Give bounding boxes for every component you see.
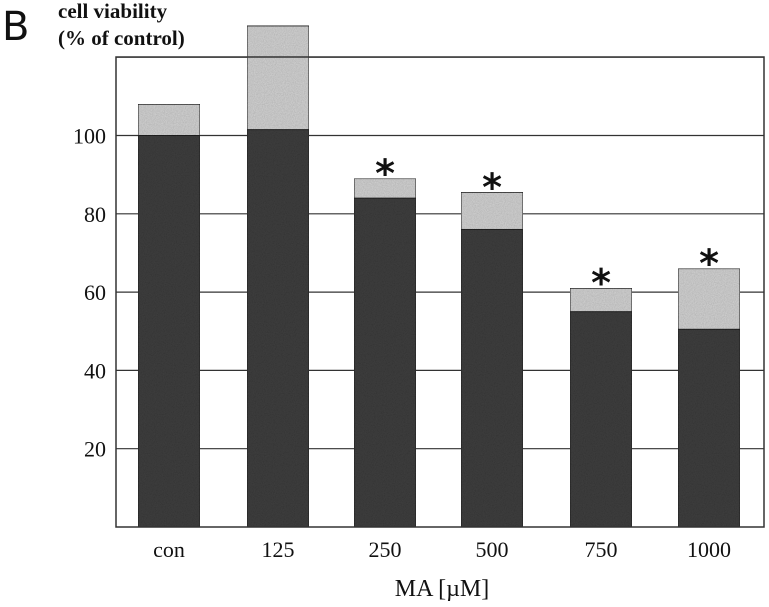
bars	[137, 25, 741, 528]
x-tick-label: con	[153, 537, 185, 562]
y-tick-label: 100	[73, 124, 106, 149]
significance-markers: * * * *	[375, 152, 719, 306]
x-axis-ticks: con 125 250 500 750 1000	[153, 537, 731, 562]
x-tick-label: 750	[585, 537, 618, 562]
x-tick-label: 1000	[687, 537, 731, 562]
bar-lower-segment	[246, 129, 310, 528]
plot-frame	[115, 56, 765, 528]
x-tick-label: 125	[262, 537, 295, 562]
bar-upper-segment	[246, 25, 310, 131]
y-axis-label-line-1: cell viability	[58, 0, 168, 23]
gridlines	[116, 56, 764, 450]
bar-upper-segment	[569, 287, 633, 313]
significance-star: *	[482, 165, 502, 209]
y-tick-label: 60	[84, 280, 106, 305]
y-tick-label: 40	[84, 358, 106, 383]
x-tick-label: 250	[369, 537, 402, 562]
bar-upper-segment	[677, 268, 741, 330]
y-axis-ticks: 20 40 60 80 100	[73, 124, 106, 462]
bar-upper-segment	[137, 103, 201, 136]
significance-star: *	[591, 261, 611, 305]
bar-lower-segment	[677, 328, 741, 528]
x-axis-label: MA [µM]	[395, 576, 490, 602]
x-tick-label: 500	[476, 537, 509, 562]
panel-label: B	[2, 4, 29, 50]
bar-lower-segment	[569, 311, 633, 528]
bar-lower-segment	[460, 228, 524, 528]
significance-star: *	[375, 152, 395, 196]
y-tick-label: 80	[84, 202, 106, 227]
significance-star: *	[699, 242, 719, 286]
y-axis-label-line-2: (% of control)	[58, 26, 185, 50]
bar-lower-segment	[137, 135, 201, 528]
bar-upper-segment	[353, 178, 417, 199]
y-tick-label: 20	[84, 437, 106, 462]
bar-upper-segment	[460, 191, 524, 230]
bar-lower-segment	[353, 197, 417, 528]
